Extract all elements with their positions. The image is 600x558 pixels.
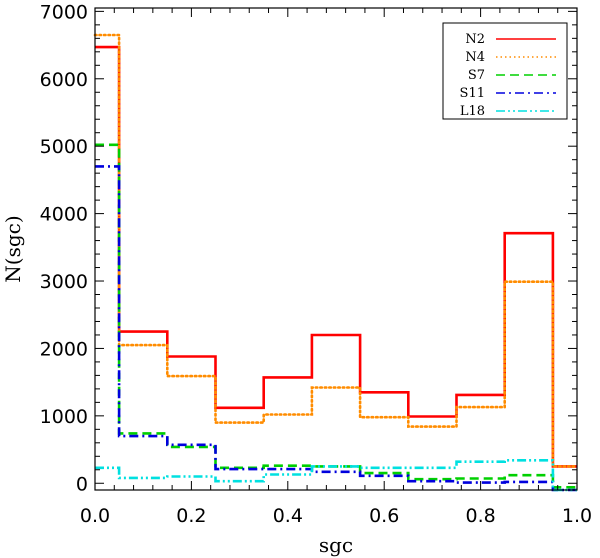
y-tick-label: 0 (76, 473, 88, 495)
x-tick-label: 0.6 (369, 505, 399, 527)
legend-label-s11: S11 (460, 86, 485, 101)
plot-frame (94, 7, 578, 491)
series-line-s11 (95, 165, 577, 492)
legend: N2 N4 S7 S11 L18 (442, 22, 568, 120)
tick-labels-layer: 0.0 0.2 0.4 0.6 0.8 1.0 0 1000 2000 3000 4000 5000 6… (40, 1, 592, 527)
series-layer (93, 33, 579, 492)
x-tick-label: 0.2 (176, 505, 206, 527)
x-tick-label: 0.8 (465, 505, 495, 527)
y-axis-label: N(sgc) (1, 215, 25, 282)
y-tick-label: 5000 (40, 136, 88, 158)
y-tick-label: 4000 (40, 204, 88, 226)
legend-label-s7: S7 (468, 68, 485, 83)
y-tick-label: 3000 (40, 271, 88, 293)
y-tick-label: 6000 (40, 69, 88, 91)
series-line-l18 (95, 459, 577, 492)
x-tick-label: 0.4 (273, 505, 303, 527)
y-tick-label: 2000 (40, 338, 88, 360)
x-tick-label: 0.0 (80, 505, 110, 527)
ticks-layer (94, 8, 578, 490)
x-tick-label: 1.0 (562, 505, 592, 527)
series-line-n4 (93, 33, 579, 468)
x-axis-label: sgc (319, 533, 353, 557)
legend-label-n4: N4 (465, 50, 485, 65)
legend-label-n2: N2 (465, 32, 485, 47)
y-tick-label: 1000 (40, 406, 88, 428)
y-tick-label: 7000 (40, 1, 88, 23)
legend-label-l18: L18 (460, 104, 485, 119)
